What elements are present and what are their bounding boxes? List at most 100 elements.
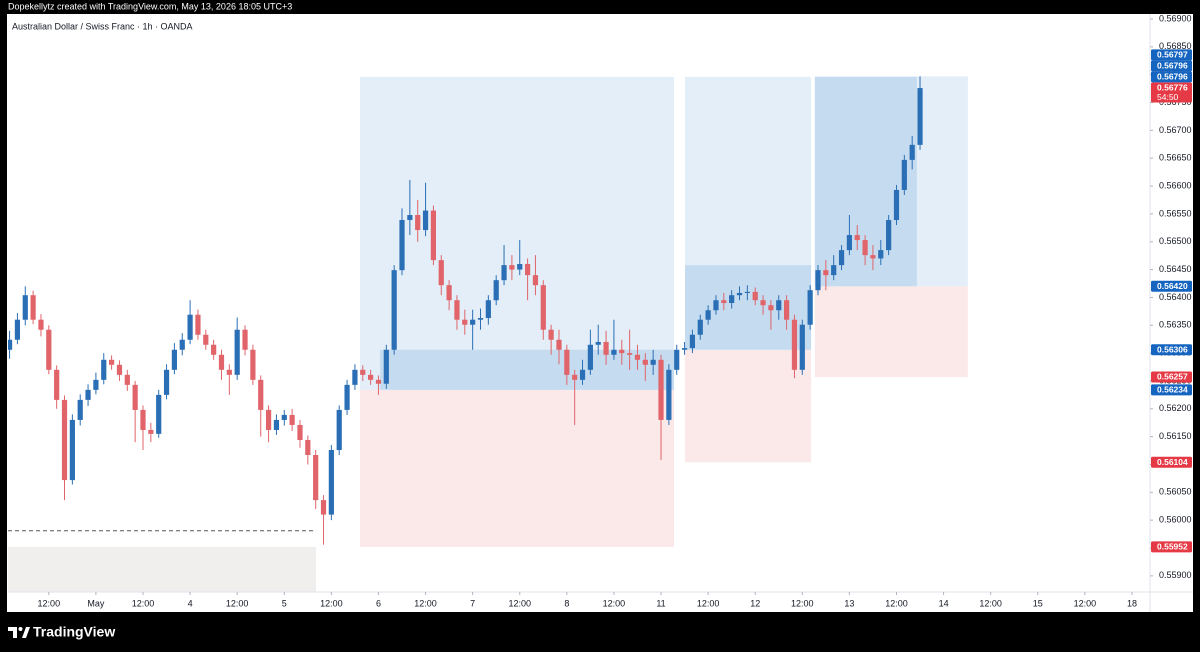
logo: TradingView bbox=[8, 624, 115, 640]
price-tag bbox=[1151, 82, 1192, 103]
candle-body bbox=[729, 295, 735, 303]
candle-body bbox=[93, 379, 99, 390]
candle-body bbox=[784, 300, 790, 320]
candle-body bbox=[124, 374, 130, 385]
candle-body bbox=[265, 409, 272, 430]
x-tick-label: 4 bbox=[188, 598, 193, 608]
candle-body bbox=[328, 450, 334, 515]
x-tick-label: 12:00 bbox=[320, 598, 343, 608]
candle-body bbox=[603, 341, 609, 355]
candle-body bbox=[705, 310, 711, 320]
candle-body bbox=[619, 349, 625, 354]
x-tick-label: 12:00 bbox=[226, 598, 249, 608]
price-tag bbox=[1151, 344, 1192, 356]
candle-body bbox=[886, 220, 892, 251]
candle-body bbox=[422, 210, 429, 231]
candle-body bbox=[360, 369, 366, 375]
candle-body bbox=[556, 339, 562, 350]
candle-body bbox=[485, 300, 491, 319]
price-tag-label: 0.56776 bbox=[1157, 83, 1188, 93]
candle-body bbox=[815, 270, 821, 291]
x-tick-label: 13 bbox=[844, 598, 854, 608]
x-tick-label: 7 bbox=[470, 598, 475, 608]
candle-body bbox=[218, 354, 225, 370]
candle-body bbox=[116, 364, 123, 375]
y-tick-label: 0.56600 bbox=[1159, 180, 1192, 190]
candle-body bbox=[430, 210, 437, 261]
candle-body bbox=[572, 374, 578, 380]
candle-body bbox=[313, 455, 319, 501]
candle-body bbox=[368, 374, 374, 380]
candle-body bbox=[203, 334, 209, 345]
candle-body bbox=[862, 240, 868, 256]
candle-body bbox=[524, 264, 531, 276]
candle-body bbox=[760, 300, 766, 306]
x-tick-label: 18 bbox=[1127, 598, 1137, 608]
x-tick-label: 5 bbox=[282, 598, 287, 608]
candle-body bbox=[171, 349, 177, 370]
y-tick-label: 0.56850 bbox=[1159, 41, 1192, 51]
stop-area bbox=[685, 349, 812, 463]
candle-body bbox=[454, 300, 460, 320]
candle-body bbox=[713, 300, 719, 311]
candle-body bbox=[109, 359, 115, 365]
price-tag bbox=[1151, 60, 1192, 72]
candle-body bbox=[399, 220, 405, 271]
candle-body bbox=[336, 409, 342, 451]
candle-body bbox=[22, 295, 28, 320]
candle-body bbox=[226, 369, 232, 375]
candle-body bbox=[776, 300, 782, 311]
price-tag bbox=[1151, 456, 1192, 468]
candle-body bbox=[587, 344, 593, 370]
candle-body bbox=[674, 349, 680, 370]
y-tick-label: 0.56000 bbox=[1159, 515, 1192, 525]
candle-body bbox=[462, 319, 468, 325]
y-tick-label: 0.56550 bbox=[1159, 208, 1192, 218]
x-tick-label: 15 bbox=[1033, 598, 1043, 608]
candle-body bbox=[61, 399, 68, 481]
y-tick-label: 0.55900 bbox=[1159, 570, 1192, 580]
candle-body bbox=[470, 319, 476, 325]
candle-body bbox=[344, 384, 350, 410]
candle-body bbox=[163, 369, 170, 395]
candle-body bbox=[509, 265, 515, 270]
logo-icon bbox=[8, 627, 17, 638]
x-tick-label: 12:00 bbox=[697, 598, 720, 608]
candle-body bbox=[909, 144, 915, 160]
x-tick-label: 12:00 bbox=[1074, 598, 1097, 608]
candle-body bbox=[383, 349, 389, 384]
candle-body bbox=[148, 429, 154, 434]
price-tag-label: 0.56306 bbox=[1157, 344, 1188, 354]
y-tick-label: 0.56700 bbox=[1159, 125, 1192, 135]
logo-icon bbox=[18, 627, 23, 631]
candle-body bbox=[540, 285, 546, 330]
price-tag bbox=[1151, 280, 1192, 292]
x-tick-label: 12:00 bbox=[38, 598, 61, 608]
candle-body bbox=[517, 264, 523, 270]
candle-body bbox=[179, 339, 185, 350]
price-tag-label: 0.55952 bbox=[1157, 541, 1188, 551]
candle-body bbox=[415, 215, 421, 231]
candle-body bbox=[595, 341, 601, 345]
candle-body bbox=[627, 353, 633, 355]
candle-body bbox=[187, 314, 193, 340]
candle-body bbox=[807, 290, 813, 325]
y-tick-label: 0.56500 bbox=[1159, 236, 1192, 246]
y-tick-label: 0.56400 bbox=[1159, 292, 1192, 302]
candle-body bbox=[250, 349, 256, 380]
candle-body bbox=[854, 235, 860, 241]
candle-body bbox=[893, 189, 900, 221]
price-tag-label: 0.56796 bbox=[1157, 60, 1188, 70]
filled-area bbox=[685, 265, 812, 350]
candle-body bbox=[658, 359, 664, 420]
candle-body bbox=[132, 384, 138, 410]
candle-body bbox=[438, 260, 444, 286]
stop-area bbox=[814, 286, 968, 378]
candle-body bbox=[642, 359, 648, 365]
candle-body bbox=[8, 339, 13, 350]
candle-body bbox=[156, 394, 162, 434]
x-tick-label: 14 bbox=[939, 598, 949, 608]
candle-body bbox=[791, 319, 798, 370]
